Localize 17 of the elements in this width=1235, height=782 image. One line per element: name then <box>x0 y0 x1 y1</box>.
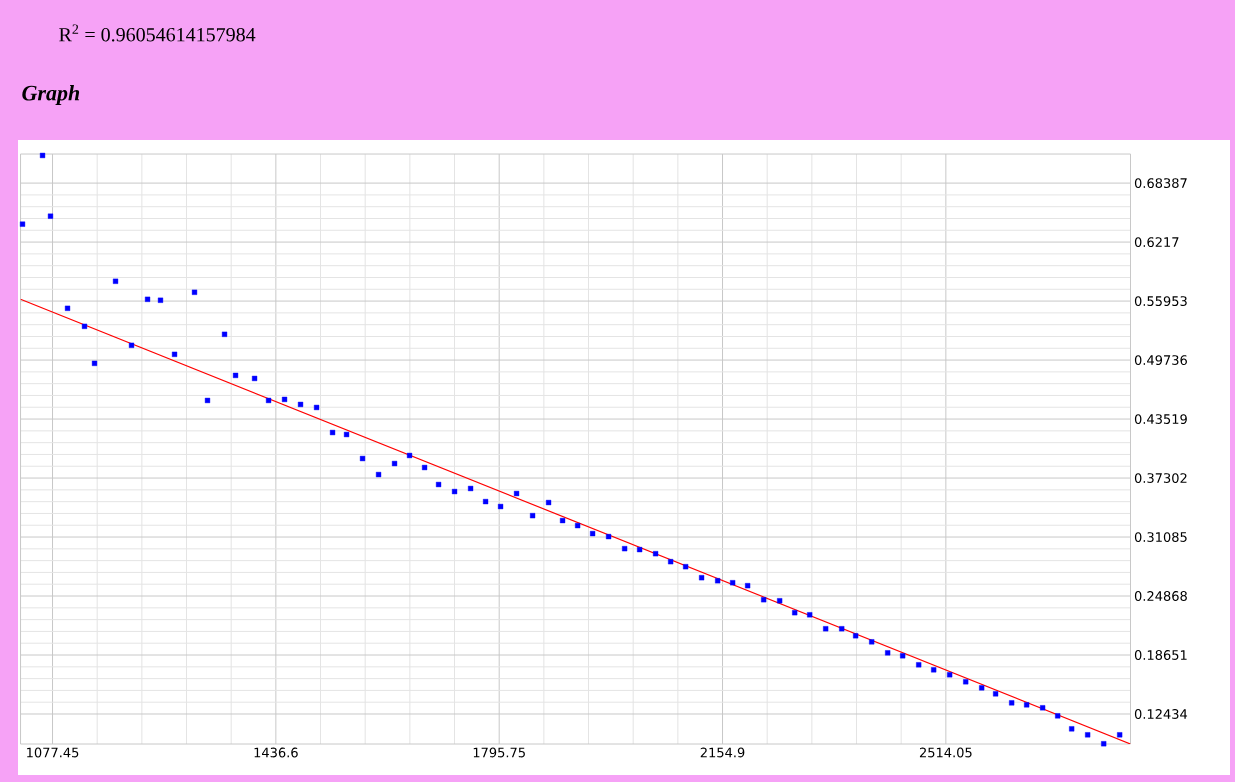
y-tick-label: 0.18651 <box>1134 650 1187 660</box>
y-tick-label: 0.12434 <box>1134 709 1188 719</box>
x-tick-label: 2514.05 <box>919 747 972 758</box>
x-tick-label: 1077.45 <box>27 747 79 758</box>
text: R$^{2}$ = 0.96054614157984 <box>59 24 256 42</box>
y-tick-label: 0.68387 <box>1134 178 1187 189</box>
x-tick-label: 2154.9 <box>700 747 745 758</box>
y-tick-label: 0.31085 <box>1134 532 1187 542</box>
y-tick-label: 0.6217 <box>1134 237 1179 248</box>
y-tick-label: 0.37302 <box>1134 473 1187 483</box>
chart-title: Graph <box>22 85 80 105</box>
y-tick-label: 0.24868 <box>1134 591 1187 601</box>
y-tick-label: 0.55953 <box>1134 296 1187 306</box>
y-tick-label: 0.43519 <box>1134 414 1187 424</box>
x-tick-label: 1436.6 <box>254 747 298 758</box>
y-tick-label: 0.49736 <box>1134 355 1187 365</box>
x-tick-label: 1795.75 <box>473 747 525 758</box>
